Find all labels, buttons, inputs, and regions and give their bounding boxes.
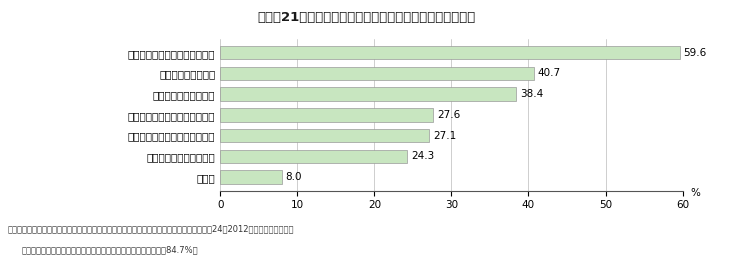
Bar (220, 67, 534, 80)
Text: %: % (691, 188, 700, 198)
Bar (220, 150, 407, 163)
Text: 資料：農林水産省「食料・農業・農村及び水産業・水産物に関する意識・意向調査」（平成24（2012）年１～２月実施）: 資料：農林水産省「食料・農業・農村及び水産業・水産物に関する意識・意向調査」（平… (7, 224, 294, 233)
Bar (220, 46, 680, 60)
Bar (220, 108, 433, 122)
Text: 59.6: 59.6 (683, 48, 707, 58)
Text: 注：農業者モニター２千人を対象としたアンケート調査（回収率84.7%）: 注：農業者モニター２千人を対象としたアンケート調査（回収率84.7%） (22, 245, 199, 254)
Bar (220, 170, 282, 184)
Bar (220, 129, 429, 142)
Text: 27.6: 27.6 (437, 110, 460, 120)
Text: 8.0: 8.0 (286, 172, 302, 182)
Text: 40.7: 40.7 (538, 68, 561, 79)
Text: 24.3: 24.3 (411, 151, 435, 161)
Text: 38.4: 38.4 (520, 89, 543, 99)
Bar (220, 87, 516, 101)
Text: 27.1: 27.1 (433, 130, 456, 140)
Text: 図３－21　６次産業化に取り組む場合の課題（複数回答）: 図３－21 ６次産業化に取り組む場合の課題（複数回答） (258, 11, 476, 24)
